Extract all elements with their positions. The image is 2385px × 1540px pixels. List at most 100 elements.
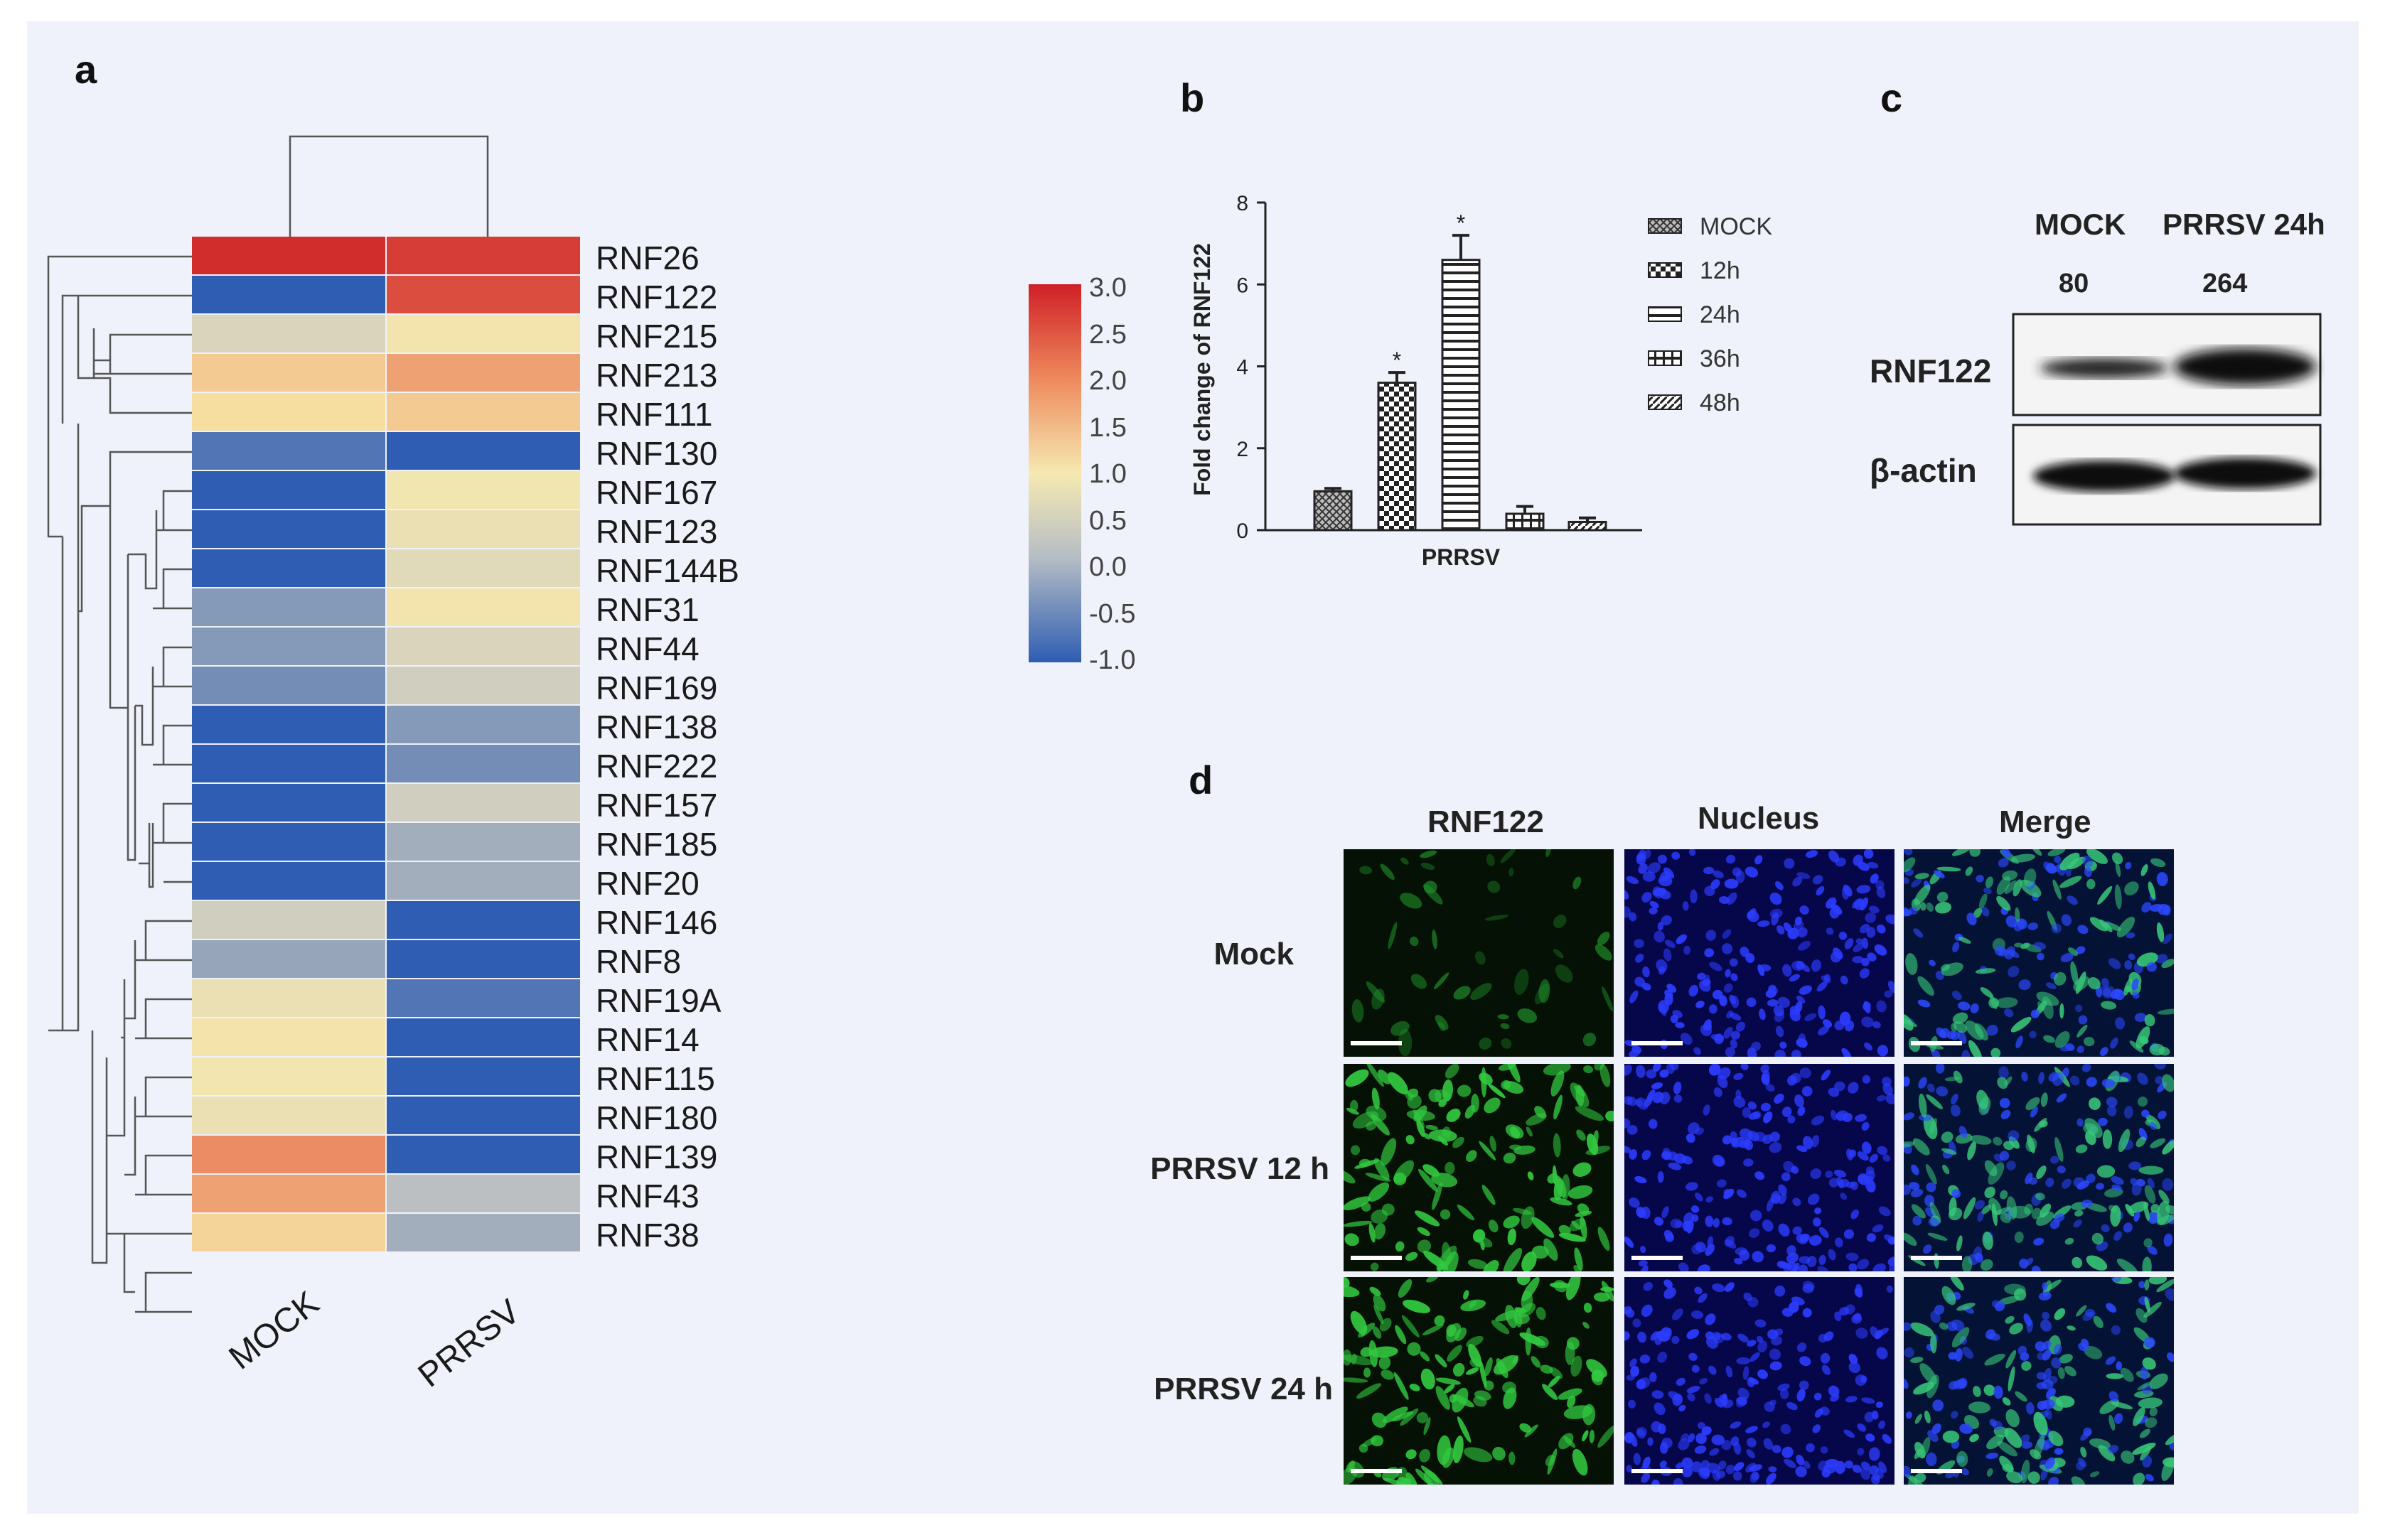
mic-row-prrsv-12h: PRRSV 12 h (1150, 1151, 1329, 1186)
wb-column-mock: MOCK (2035, 208, 2126, 241)
wb-column-prrsv: PRRSV 24h (2162, 208, 2325, 241)
heatmap-row-label: RNF122 (596, 279, 718, 316)
wb-quant-prrsv: 264 (2202, 269, 2248, 298)
heatmap-cell (192, 393, 385, 431)
column-dendrogram (289, 135, 489, 237)
legend-label: 24h (1700, 301, 1740, 328)
heatmap-row-label: RNF169 (596, 669, 718, 706)
heatmap-cell (387, 588, 580, 626)
heatmap-cell (387, 823, 580, 861)
microscopy-image-rnf122-3 (1344, 1277, 1614, 1485)
wb-band-rnf122-prrsv (2174, 348, 2316, 385)
row-dendrogram (47, 255, 192, 1313)
heatmap-cell (192, 862, 385, 900)
colorbar-tick-label: 3.0 (1089, 273, 1127, 303)
heatmap-cell (387, 1214, 580, 1251)
legend-swatch (1648, 306, 1682, 322)
legend-swatch (1648, 394, 1682, 410)
heatmap-cell (192, 549, 385, 587)
heatmap-cell (192, 276, 385, 313)
colorbar-tick-label: 2.5 (1089, 319, 1127, 350)
y-tick-label: 2 (1236, 438, 1248, 461)
legend-label: 48h (1700, 389, 1740, 416)
scale-bar (1911, 1256, 1962, 1260)
heatmap-row-label: RNF138 (596, 709, 718, 745)
colorbar-tick-label: 0.5 (1089, 505, 1127, 536)
panel-b-letter: b (1180, 75, 1205, 120)
scale-bar (1911, 1041, 1962, 1045)
scale-bar (1351, 1469, 1402, 1473)
wb-band-actin-mock (2033, 461, 2175, 492)
bar-mock (1313, 490, 1353, 532)
heatmap-cell (192, 1018, 385, 1056)
heatmap-cell (387, 940, 580, 978)
bar-chart: 0 2 4 6 8 * * Fold change of RNF122 PRRSV (1189, 192, 1642, 570)
heatmap-cell (192, 1057, 385, 1095)
heatmap-row-label: RNF38 (596, 1217, 700, 1254)
heatmap-cell (192, 784, 385, 822)
error-bar (1324, 487, 1341, 492)
heatmap-row-label: RNF215 (596, 318, 718, 355)
heatmap-cell (192, 745, 385, 782)
legend-label: 36h (1700, 345, 1740, 372)
heatmap-row-label: RNF8 (596, 943, 682, 980)
heatmap-cell (192, 471, 385, 509)
heatmap-row-label: RNF144B (596, 552, 739, 589)
wb-row-rnf122: RNF122 (1870, 352, 1992, 389)
wb-quant-mock: 80 (2059, 269, 2089, 298)
wb-band-rnf122-mock (2040, 358, 2168, 378)
microscopy-image-merge-3 (1904, 1277, 2174, 1485)
heatmap-cell (387, 979, 580, 1017)
heatmap-cell (387, 393, 580, 431)
panel-d-letter: d (1189, 758, 1213, 802)
heatmap-cell (192, 1175, 385, 1212)
heatmap-cell (192, 667, 385, 704)
scale-bar (1351, 1256, 1402, 1260)
legend-swatch (1648, 262, 1682, 278)
heatmap-cell (387, 667, 580, 704)
heatmap-cell (387, 549, 580, 587)
heatmap-row-label: RNF157 (596, 787, 718, 824)
heatmap-cell (192, 940, 385, 978)
colorbar-tick-label: 1.0 (1089, 459, 1127, 489)
microscopy-image-rnf122-2 (1344, 1064, 1614, 1271)
heatmap-cell (387, 745, 580, 782)
heatmap-row-label: RNF123 (596, 513, 718, 550)
bar-36h (1505, 512, 1545, 532)
heatmap-cell (387, 276, 580, 313)
bar-12h (1377, 382, 1417, 532)
colorbar-tick-label: -1.0 (1089, 645, 1136, 675)
heatmap-row-label: RNF146 (596, 904, 718, 941)
heatmap-cell (387, 1136, 580, 1173)
heatmap-cell (192, 979, 385, 1017)
heatmap-cell (192, 510, 385, 548)
x-axis-label: PRRSV (1422, 544, 1501, 570)
heatmap-row-label: RNF185 (596, 826, 718, 863)
panel-a-letter: a (75, 47, 97, 92)
y-tick-label: 8 (1236, 192, 1248, 215)
significance-marker: * (1457, 210, 1465, 236)
heatmap-cell (387, 1057, 580, 1095)
heatmap-cell (192, 588, 385, 626)
heatmap-cell (387, 510, 580, 548)
heatmap-row-label: RNF20 (596, 865, 700, 902)
heatmap-row-label: RNF222 (596, 748, 718, 785)
heatmap-cell (192, 1136, 385, 1173)
heatmap-row-label: RNF213 (596, 357, 718, 394)
heatmap-row-label: RNF115 (596, 1060, 715, 1097)
wb-band-actin-prrsv (2174, 458, 2316, 489)
colorbar (1029, 284, 1081, 662)
colorbar-tick-label: 1.5 (1089, 412, 1127, 443)
legend-label: 12h (1700, 257, 1740, 284)
heatmap-row-label: RNF19A (596, 982, 722, 1019)
heatmap-cell (192, 432, 385, 470)
wb-row-actin: β-actin (1870, 452, 1977, 489)
bar-48h (1567, 520, 1607, 532)
microscopy-image-nucleus-2 (1624, 1064, 1894, 1271)
y-tick-label: 4 (1236, 356, 1248, 379)
microscopy-image-merge-2 (1904, 1064, 2174, 1271)
mic-column-nucleus: Nucleus (1698, 801, 1820, 836)
legend-label: MOCK (1700, 213, 1772, 240)
y-tick-label: 6 (1236, 274, 1248, 297)
